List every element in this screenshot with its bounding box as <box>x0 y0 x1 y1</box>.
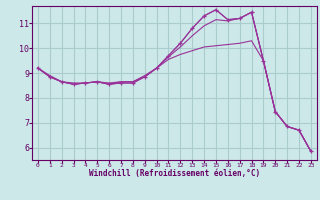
X-axis label: Windchill (Refroidissement éolien,°C): Windchill (Refroidissement éolien,°C) <box>89 169 260 178</box>
